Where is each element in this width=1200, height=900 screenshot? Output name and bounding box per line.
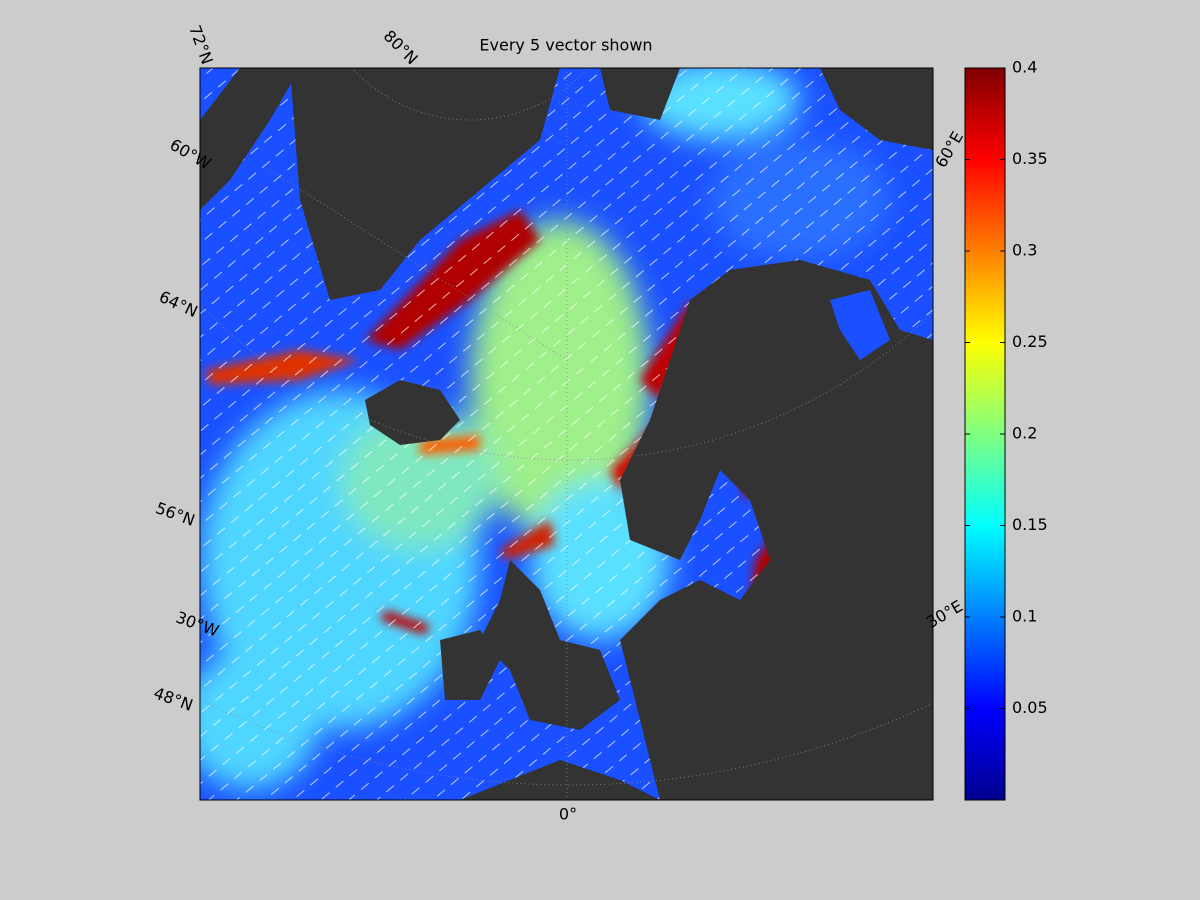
colorbar-tick-label: 0.4 bbox=[1012, 58, 1037, 77]
colorbar-tick-label: 0.3 bbox=[1012, 241, 1037, 260]
graticule-label: 48°N bbox=[151, 683, 195, 715]
colorbar bbox=[964, 67, 1006, 801]
graticule bbox=[200, 68, 933, 800]
land bbox=[200, 68, 933, 800]
colorbar-tick-label: 0.1 bbox=[1012, 607, 1037, 626]
colorbar-tick-label: 0.25 bbox=[1012, 332, 1048, 351]
map bbox=[200, 68, 933, 800]
graticule-label: 56°N bbox=[153, 498, 197, 530]
map-frame bbox=[199, 67, 934, 801]
graticule-label: 0° bbox=[559, 805, 577, 824]
graticule-label: 72°N bbox=[185, 22, 217, 66]
graticule-label: 80°N bbox=[380, 26, 422, 68]
graticule-label: 64°N bbox=[156, 287, 201, 321]
colorbar-tick-label: 0.15 bbox=[1012, 515, 1048, 534]
map-title: Every 5 vector shown bbox=[479, 36, 652, 55]
colorbar-tick-label: 0.05 bbox=[1012, 698, 1048, 717]
graticule-label: 60°E bbox=[931, 128, 967, 171]
colorbar-tick-label: 0.2 bbox=[1012, 424, 1037, 443]
colorbar-tick-label: 0.35 bbox=[1012, 149, 1048, 168]
